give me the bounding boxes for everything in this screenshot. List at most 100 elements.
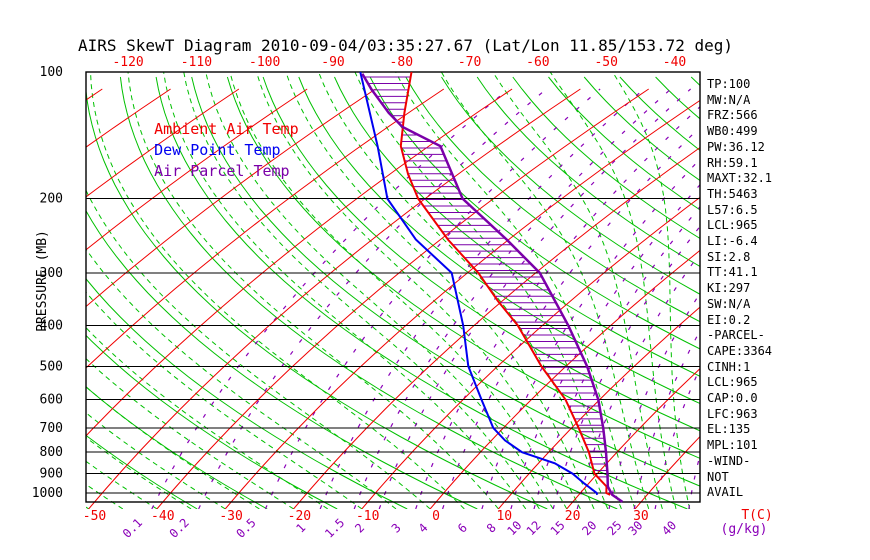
dry-adiabat-line [86, 86, 548, 509]
mixing-ratio-tick: 40 [659, 518, 679, 538]
moist-adiabat-line [86, 436, 192, 509]
metric-lcl: LCL:965 [707, 218, 758, 233]
moist-adiabat-line [229, 72, 568, 509]
isotherm-line [86, 88, 445, 369]
moist-adiabat-line [86, 189, 431, 509]
dry-adiabat-line [476, 76, 700, 268]
moist-adiabat-line [549, 72, 677, 509]
temp-tick-top: -110 [181, 55, 212, 70]
temp-tick-top: -70 [458, 55, 481, 70]
isotherm-line [156, 88, 649, 509]
temp-tick-top: -80 [390, 55, 413, 70]
metric-el: EL:135 [707, 422, 751, 437]
metric-lfc: LFC:963 [707, 406, 758, 421]
moist-adiabat-line [86, 386, 260, 509]
metric-tp: TP:100 [707, 77, 751, 91]
dry-adiabat-line [262, 76, 700, 432]
mixing-ratio-tick: 1.5 [322, 516, 347, 541]
parcel-temp-curve [361, 73, 624, 503]
dry-adiabat-line [119, 76, 618, 509]
isotherm-line [361, 196, 700, 509]
metric-frz: FRZ:566 [707, 108, 758, 123]
moist-adiabat-line [317, 72, 609, 509]
metric-li: LI:-6.4 [707, 234, 758, 248]
metric-mpl: MPL:101 [707, 438, 758, 453]
isotherm-line [86, 88, 376, 308]
mixing-ratio-line [264, 88, 601, 509]
dry-adiabat-line [548, 76, 700, 211]
dry-adiabat-line [86, 334, 338, 509]
moist-adiabat-line [86, 460, 158, 509]
temp-tick-bottom: 0 [432, 509, 440, 524]
temp-tick-top: -40 [663, 55, 686, 70]
page-title: AIRS SkewT Diagram 2010-09-04/03:35:27.6… [78, 36, 734, 55]
mixing-ratio-line [552, 225, 700, 509]
isotherm-line [88, 88, 581, 509]
mixing-ratio-tick: 25 [605, 518, 625, 538]
metric-ki: KI:297 [707, 281, 751, 296]
pressure-tick: 600 [40, 393, 63, 408]
metric-cap: CAP:0.0 [707, 391, 758, 405]
isotherm-line [224, 99, 700, 509]
moist-adiabat-line [285, 72, 595, 509]
moist-adiabat-line [354, 72, 622, 509]
temp-tick-bottom: 30 [633, 509, 649, 524]
isotherm-line [498, 306, 700, 509]
pressure-tick: 100 [40, 65, 63, 80]
mixing-ratio-line [415, 105, 700, 509]
mixing-ratio-line [319, 88, 645, 509]
mixing-ratio-tick: 4 [416, 521, 431, 536]
legend-ambient-air-temp: Ambient Air Temp [118, 102, 299, 156]
temp-tick-bottom: -10 [356, 509, 379, 524]
temp-tick-bottom: -40 [151, 509, 174, 524]
temp-tick-bottom: 10 [496, 509, 512, 524]
moist-adiabat-line [183, 72, 540, 509]
pressure-tick: 500 [40, 359, 63, 374]
dry-adiabat-line [405, 76, 700, 323]
metric-wind: -WIND- [707, 453, 751, 468]
mixing-ratio-tick: 6 [455, 521, 470, 536]
mixing-ratio-line [442, 126, 700, 509]
metric-maxt: MAXT:32.1 [707, 171, 773, 186]
moist-adiabat-line [127, 72, 499, 509]
dry-adiabat-line [226, 76, 700, 459]
temp-tick-top: -100 [249, 55, 280, 70]
pressure-tick: 200 [40, 192, 63, 207]
metric-l57: L57:6.5 [707, 202, 758, 217]
mixing-ratio-line [353, 88, 672, 509]
temp-tick-bottom: -20 [288, 509, 311, 524]
metric-si: SI:2.8 [707, 249, 751, 264]
pressure-axis-label: PRESSURE (MB) [35, 230, 50, 332]
pressure-tick: 1000 [32, 486, 63, 501]
isotherm-line [293, 146, 700, 509]
metric-sw: SW:N/A [707, 296, 751, 311]
temp-tick-bottom: -30 [219, 509, 242, 524]
moist-adiabat-line [492, 72, 663, 509]
metric-cape: CAPE:3364 [707, 343, 773, 358]
mixing-ratio-line [198, 88, 547, 509]
plot-grid-layer [86, 72, 700, 509]
mixing-unit-label: (g/kg) [721, 522, 768, 537]
dry-adiabat-line [86, 434, 198, 509]
metric-cinh: CINH:1 [707, 359, 751, 374]
moist-adiabat-line [395, 72, 636, 509]
isotherm-line [86, 88, 308, 251]
dry-adiabat-line [298, 76, 700, 405]
temp-tick-bottom: 20 [565, 509, 581, 524]
temp-tick-top: -120 [112, 55, 143, 70]
mixing-ratio-line [378, 88, 692, 509]
legend-ambient-label: Ambient Air Temp [154, 120, 299, 138]
pressure-tick: 900 [40, 467, 63, 482]
dry-adiabat-line [86, 277, 408, 509]
metric-avail: AVAIL [707, 485, 744, 500]
moist-adiabat-line [86, 412, 226, 509]
isotherm-line [566, 367, 700, 509]
pressure-tick: 400 [40, 319, 63, 334]
plot-border [85, 71, 701, 503]
legend-dew-label: Dew Point Temp [154, 141, 281, 159]
temp-unit-label: T(C) [741, 508, 772, 523]
moist-adiabat-line [205, 72, 554, 509]
dry-adiabat-line [86, 209, 478, 509]
